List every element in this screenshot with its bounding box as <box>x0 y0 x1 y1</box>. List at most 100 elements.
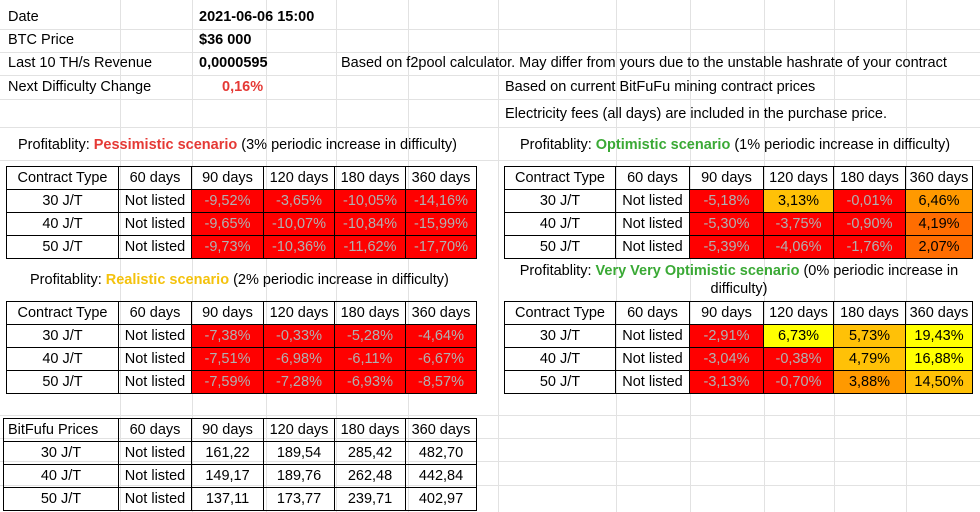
header-cell: 360 days <box>405 166 477 190</box>
header-cell: Contract Type <box>504 166 616 190</box>
price-cell: 482,70 <box>405 441 477 465</box>
table-header-row: Contract Type 60 days 90 days 120 days 1… <box>6 166 477 190</box>
revenue-value: 0,0000595 <box>199 55 268 71</box>
value-cell: 14,50% <box>905 370 973 394</box>
realistic-title-name: Realistic scenario <box>105 272 230 288</box>
header-cell: 180 days <box>833 166 906 190</box>
header-cell: 90 days <box>191 301 264 325</box>
contract-type-cell: 40 J/T <box>6 212 119 236</box>
value-cell: -7,28% <box>263 370 335 394</box>
pessimistic-title-prefix: Profitablity: <box>18 137 94 153</box>
revenue-label: Last 10 TH/s Revenue <box>8 55 153 71</box>
cell: Not listed <box>118 347 192 371</box>
price-cell: 189,54 <box>263 441 335 465</box>
cell: Not listed <box>118 441 192 465</box>
optimistic-title-suffix: (1% periodic increase in difficulty) <box>730 137 951 153</box>
price-cell: 239,71 <box>334 487 406 511</box>
contract-type-cell: 50 J/T <box>3 487 119 511</box>
header-cell: BitFufu Prices <box>3 418 119 442</box>
pessimistic-title-name: Pessimistic scenario <box>93 137 238 153</box>
header-cell: 90 days <box>689 166 764 190</box>
price-cell: 149,17 <box>191 464 264 488</box>
prices-note: Based on current BitFuFu mining contract… <box>505 79 816 95</box>
value-cell: -6,98% <box>263 347 335 371</box>
table-row: 30 J/T Not listed -7,38% -0,33% -5,28% -… <box>6 324 477 348</box>
value-cell: -8,57% <box>405 370 477 394</box>
header-cell: 360 days <box>405 418 477 442</box>
table-header-row: Contract Type 60 days 90 days 120 days 1… <box>504 166 973 190</box>
cell: Not listed <box>615 324 690 348</box>
header-cell: 120 days <box>763 166 834 190</box>
cell: Not listed <box>118 324 192 348</box>
very-optimistic-title-suffix: (0% periodic increase in <box>799 263 959 279</box>
value-cell: -4,64% <box>405 324 477 348</box>
pessimistic-title-suffix: (3% periodic increase in difficulty) <box>237 137 457 153</box>
header-cell: Contract Type <box>504 301 616 325</box>
value-cell: -6,67% <box>405 347 477 371</box>
cell: Not listed <box>118 487 192 511</box>
table-row: 50 J/T Not listed -7,59% -7,28% -6,93% -… <box>6 370 477 394</box>
table-row: 50 J/T Not listed -5,39% -4,06% -1,76% 2… <box>504 235 973 259</box>
value-cell: 3,88% <box>833 370 906 394</box>
value-cell: -5,18% <box>689 189 764 213</box>
contract-type-cell: 30 J/T <box>3 441 119 465</box>
fees-note: Electricity fees (all days) are included… <box>505 106 888 122</box>
value-cell: 4,79% <box>833 347 906 371</box>
pessimistic-title: Profitablity: Pessimistic scenario (3% p… <box>18 135 457 155</box>
value-cell: -5,28% <box>334 324 406 348</box>
cell: Not listed <box>118 464 192 488</box>
value-cell: 6,73% <box>763 324 834 348</box>
value-cell: 3,13% <box>763 189 834 213</box>
contract-type-cell: 30 J/T <box>6 324 119 348</box>
price-cell: 173,77 <box>263 487 335 511</box>
contract-type-cell: 50 J/T <box>6 235 119 259</box>
cell: Not listed <box>615 235 690 259</box>
value-cell: -3,04% <box>689 347 764 371</box>
table-header-row: Contract Type 60 days 90 days 120 days 1… <box>504 301 973 325</box>
contract-type-cell: 40 J/T <box>504 212 616 236</box>
header-cell: Contract Type <box>6 166 119 190</box>
table-header-row: Contract Type 60 days 90 days 120 days 1… <box>6 301 477 325</box>
value-cell: -9,65% <box>191 212 264 236</box>
optimistic-title-name: Optimistic scenario <box>595 137 731 153</box>
value-cell: -9,52% <box>191 189 264 213</box>
header-cell: 180 days <box>334 166 406 190</box>
header-cell: 120 days <box>263 418 335 442</box>
table-row: 30 J/T Not listed -9,52% -3,65% -10,05% … <box>6 189 477 213</box>
header-cell: 60 days <box>118 301 192 325</box>
very-optimistic-title-line1: Profitablity: Very Very Optimistic scena… <box>505 262 973 280</box>
price-cell: 262,48 <box>334 464 406 488</box>
value-cell: 6,46% <box>905 189 973 213</box>
price-cell: 442,84 <box>405 464 477 488</box>
value-cell: -7,51% <box>191 347 264 371</box>
value-cell: -10,07% <box>263 212 335 236</box>
difficulty-value: 0,16% <box>222 79 264 95</box>
header-cell: 180 days <box>833 301 906 325</box>
value-cell: -17,70% <box>405 235 477 259</box>
table-row: 30 J/T Not listed 161,22 189,54 285,42 4… <box>3 441 477 465</box>
price-cell: 285,42 <box>334 441 406 465</box>
table-row: 40 J/T Not listed -5,30% -3,75% -0,90% 4… <box>504 212 973 236</box>
header-cell: 360 days <box>905 166 973 190</box>
f2pool-note: Based on f2pool calculator. May differ f… <box>341 55 947 71</box>
cell: Not listed <box>118 370 192 394</box>
very-optimistic-title-name: Very Very Optimistic scenario <box>595 263 800 279</box>
value-cell: -10,05% <box>334 189 406 213</box>
value-cell: 5,73% <box>833 324 906 348</box>
value-cell: -5,39% <box>689 235 764 259</box>
bitfufu-prices-table: BitFufu Prices 60 days 90 days 120 days … <box>3 418 477 511</box>
value-cell: -7,59% <box>191 370 264 394</box>
cell: Not listed <box>615 370 690 394</box>
btc-price-value: $36 000 <box>199 32 252 48</box>
table-row: 50 J/T Not listed 137,11 173,77 239,71 4… <box>3 487 477 511</box>
contract-type-cell: 40 J/T <box>3 464 119 488</box>
btc-price-label: BTC Price <box>8 32 75 48</box>
value-cell: -3,65% <box>263 189 335 213</box>
table-header-row: BitFufu Prices 60 days 90 days 120 days … <box>3 418 477 442</box>
contract-type-cell: 30 J/T <box>504 189 616 213</box>
optimistic-table: Contract Type 60 days 90 days 120 days 1… <box>504 166 973 259</box>
date-label: Date <box>8 9 39 25</box>
price-cell: 137,11 <box>191 487 264 511</box>
value-cell: -2,91% <box>689 324 764 348</box>
value-cell: -0,01% <box>833 189 906 213</box>
